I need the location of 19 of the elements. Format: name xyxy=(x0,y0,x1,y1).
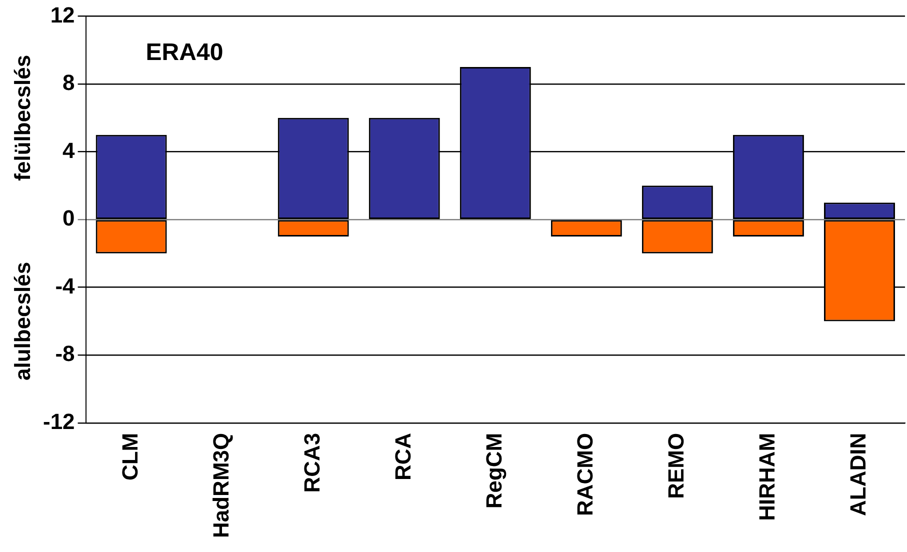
x-tick-label: RegCM xyxy=(481,432,506,509)
text: alulbecslés xyxy=(10,262,36,381)
x-tick-label: RCA xyxy=(390,432,416,481)
x-tick-label: CLM xyxy=(117,432,142,481)
y-tick-label: -4 xyxy=(55,273,76,298)
x-tick-label: ALADIN xyxy=(846,432,871,516)
x-tick-label: REMO xyxy=(664,432,689,499)
y-axis-title: felülbecslés xyxy=(10,54,36,181)
y-tick-label: 0 xyxy=(62,206,75,231)
x-tick-label: RCA3 xyxy=(299,432,324,493)
y-tick-label: -8 xyxy=(55,341,75,366)
y-tick-label: 12 xyxy=(50,2,75,28)
y-tick-label: 8 xyxy=(62,70,75,96)
text: ERA40 xyxy=(146,38,224,66)
y-tick-label: 4 xyxy=(62,138,76,163)
x-tick-label: HadRM3Q xyxy=(208,432,234,538)
y-tick-label: -12 xyxy=(43,408,75,434)
x-tick-label: RACMO xyxy=(572,432,598,516)
x-tick-label: HIRHAM xyxy=(754,432,780,521)
